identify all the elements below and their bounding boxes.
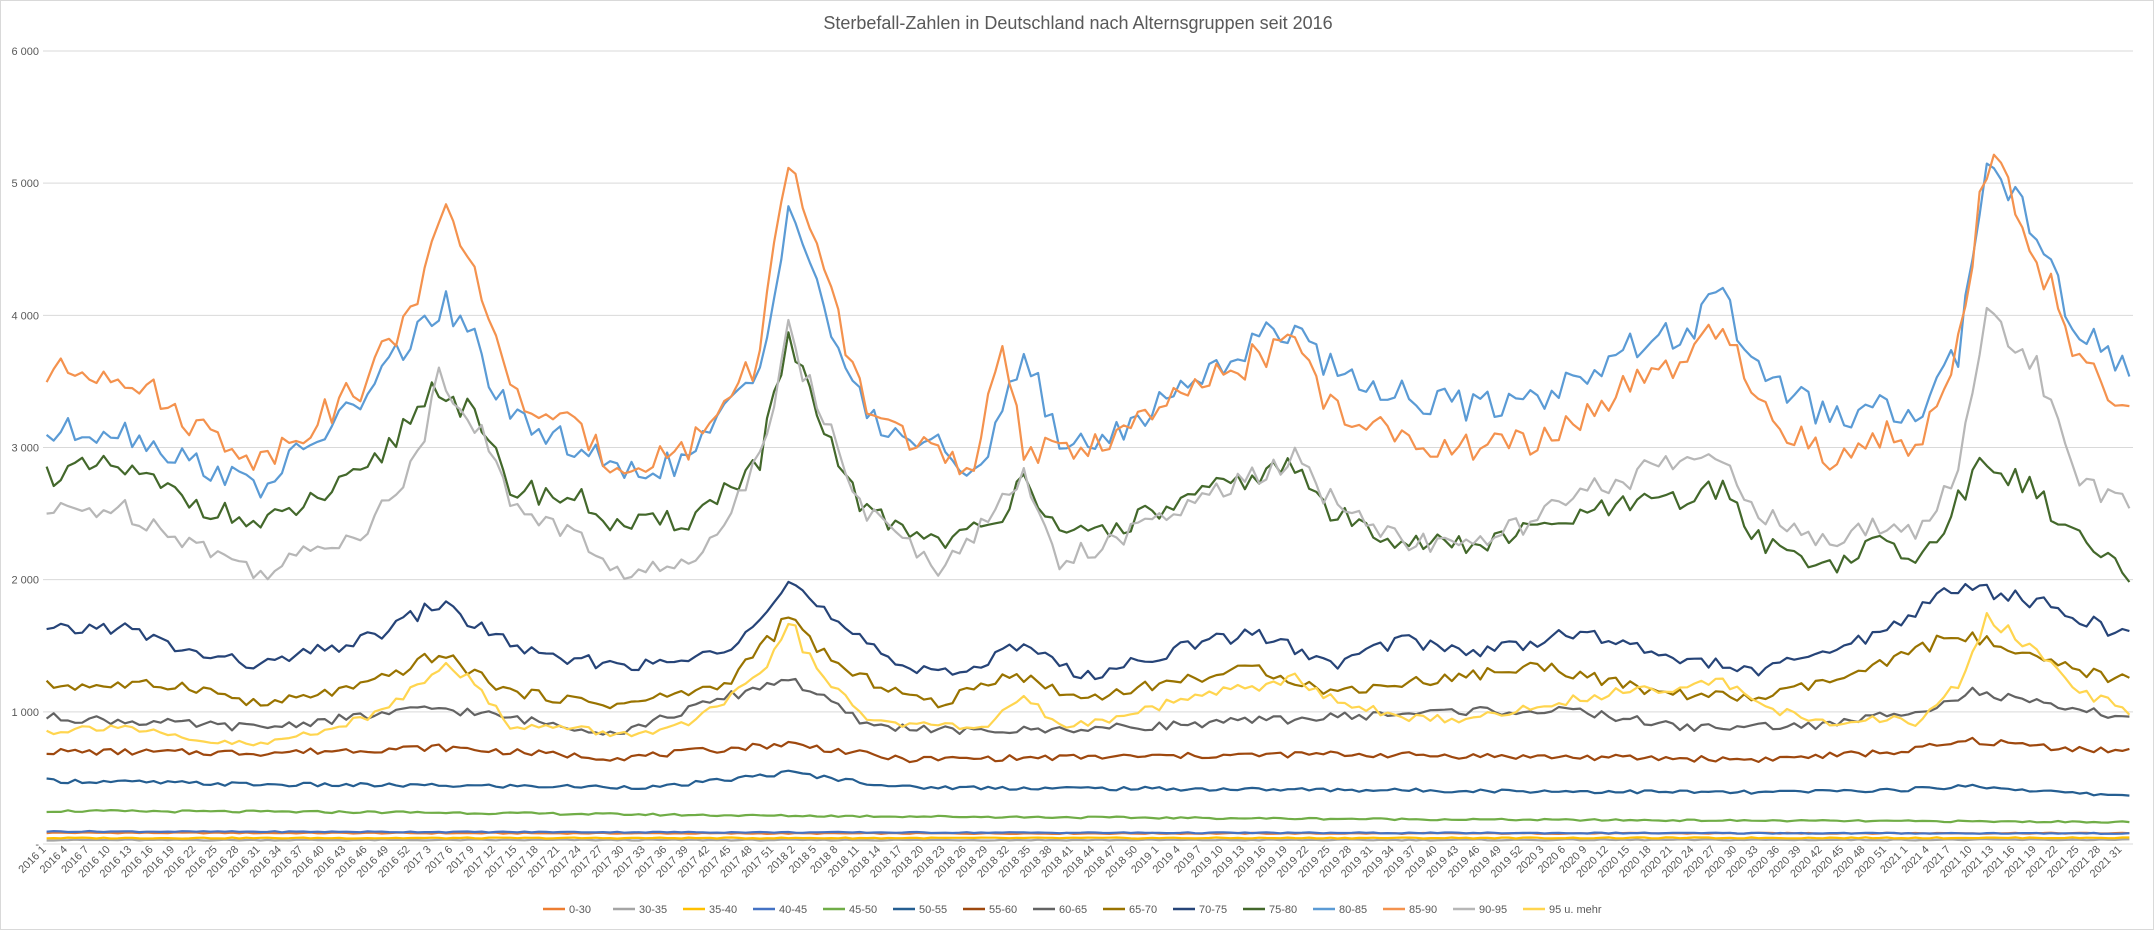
legend: 0-30 30-35 35-40 40-45 45-50 50-55 55-60 60-65 6… xyxy=(543,904,1602,916)
y-tick-label: 5 000 xyxy=(11,178,39,190)
series-line-60-65 xyxy=(45,677,2130,736)
series-line-65-70 xyxy=(45,616,2130,710)
legend-item: 70-75 xyxy=(1173,904,1227,916)
y-tick-label: 6 000 xyxy=(11,46,39,58)
series-line-40-45 xyxy=(46,829,2130,836)
chart-title: Sterbefall-Zahlen in Deutschland nach Al… xyxy=(823,13,1333,33)
legend-item: 45-50 xyxy=(823,904,877,916)
legend-item: 55-60 xyxy=(963,904,1017,916)
legend-item: 60-65 xyxy=(1033,904,1087,916)
legend-item: 0-30 xyxy=(543,904,591,916)
legend-item: 90-95 xyxy=(1453,904,1507,916)
series-line-90-95 xyxy=(46,306,2131,581)
series-line-85-90 xyxy=(45,153,2130,476)
series-line-30-35 xyxy=(46,838,2130,842)
legend-label: 55-60 xyxy=(989,904,1017,916)
legend-label: 30-35 xyxy=(639,904,667,916)
legend-label: 40-45 xyxy=(779,904,807,916)
series-line-75-80 xyxy=(45,331,2131,583)
legend-item: 75-80 xyxy=(1243,904,1297,916)
legend-label: 45-50 xyxy=(849,904,877,916)
legend-label: 0-30 xyxy=(569,904,591,916)
legend-item: 40-45 xyxy=(753,904,807,916)
series-line-55-60 xyxy=(46,736,2130,764)
series-line-80-85 xyxy=(45,162,2131,499)
y-tick-label: 3 000 xyxy=(11,443,39,455)
series-line-50-55 xyxy=(46,769,2130,797)
legend-label: 90-95 xyxy=(1479,904,1507,916)
legend-label: 60-65 xyxy=(1059,904,1087,916)
series-line-35-40 xyxy=(46,836,2130,840)
series-line-95-u-mehr xyxy=(46,611,2131,747)
series-layer xyxy=(45,153,2131,842)
legend-label: 80-85 xyxy=(1339,904,1367,916)
legend-item: 50-55 xyxy=(893,904,947,916)
legend-item: 35-40 xyxy=(683,904,737,916)
legend-item: 30-35 xyxy=(613,904,667,916)
legend-item: 85-90 xyxy=(1383,904,1437,916)
y-tick-label: 2 000 xyxy=(11,575,39,587)
series-line-45-50 xyxy=(46,808,2130,824)
legend-label: 70-75 xyxy=(1199,904,1227,916)
legend-label: 50-55 xyxy=(919,904,947,916)
legend-label: 85-90 xyxy=(1409,904,1437,916)
legend-label: 65-70 xyxy=(1129,904,1157,916)
y-axis: - 1 000 2 000 3 000 4 000 5 000 6 000 xyxy=(11,46,39,851)
series-line-70-75 xyxy=(46,580,2130,681)
legend-label: 35-40 xyxy=(709,904,737,916)
legend-item: 95 u. mehr xyxy=(1523,904,1602,916)
legend-item: 65-70 xyxy=(1103,904,1157,916)
legend-label: 75-80 xyxy=(1269,904,1297,916)
y-tick-label: 4 000 xyxy=(11,310,39,322)
legend-label: 95 u. mehr xyxy=(1549,904,1602,916)
legend-item: 80-85 xyxy=(1313,904,1367,916)
y-tick-label: - xyxy=(35,839,39,851)
y-tick-label: 1 000 xyxy=(11,707,39,719)
